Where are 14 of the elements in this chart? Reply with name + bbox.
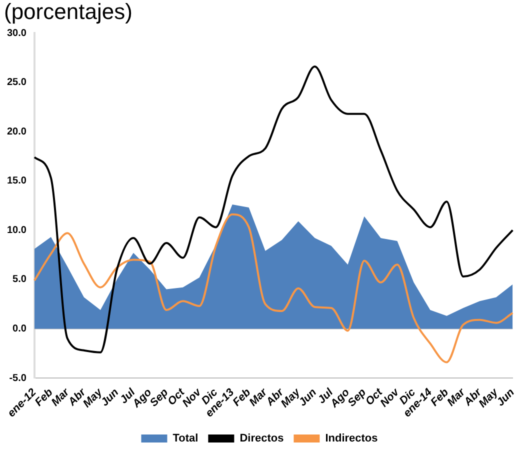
legend-label: Indirectos [325,432,378,445]
legend-label: Total [172,432,198,445]
y-tick-label: 15.0 [6,176,27,187]
y-tick-label: 10.0 [6,224,27,236]
line-series [33,66,514,354]
chart-title: (porcentajes) [3,0,134,24]
y-tick-label: 5.0 [12,274,27,286]
legend-label: Directos [240,432,284,445]
y-tick-label: 25.0 [6,77,27,88]
y-tick-label: 20.0 [6,126,27,138]
y-tick-label: -5.0 [9,372,27,384]
line-series [33,213,514,364]
y-tick-label: 0.0 [12,323,27,334]
y-tick-label: 30.0 [6,28,27,39]
